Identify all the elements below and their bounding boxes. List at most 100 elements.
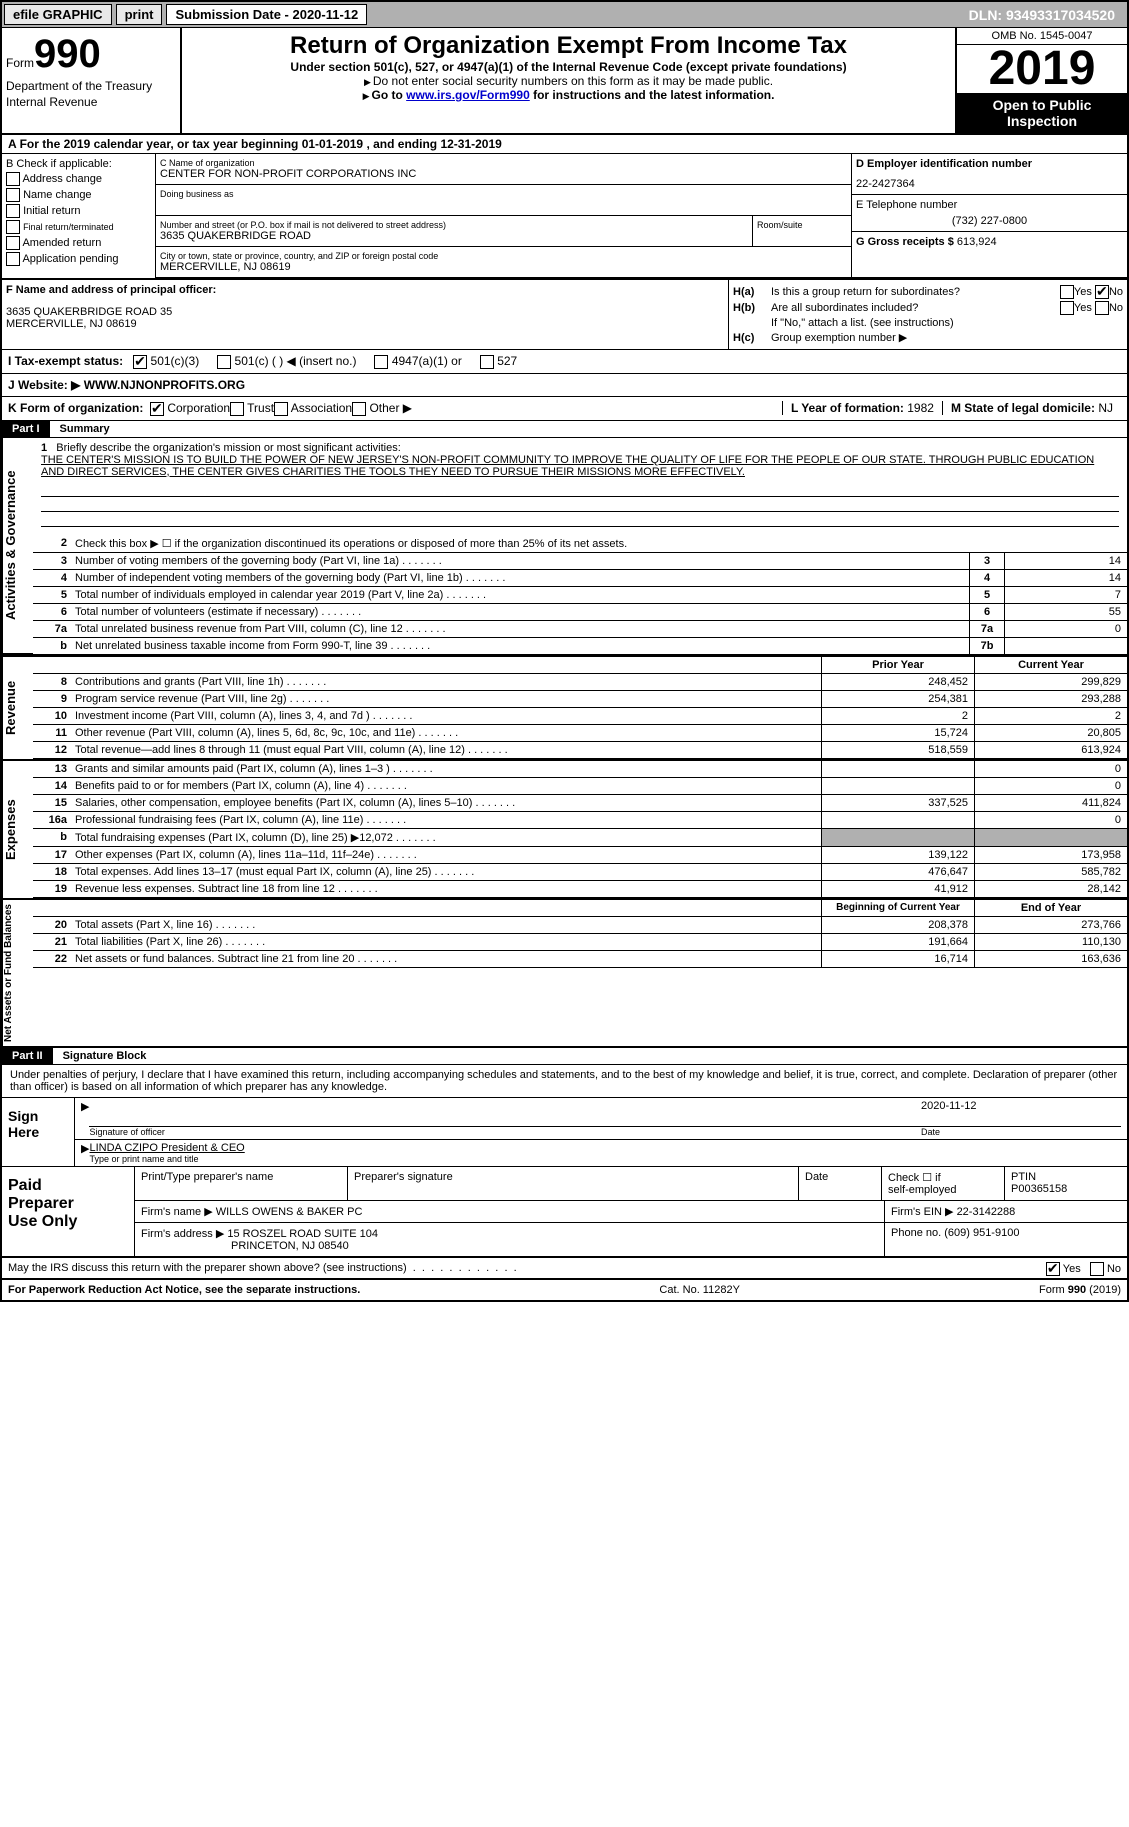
form-label: Form <box>6 56 34 70</box>
line-desc: Other revenue (Part VIII, column (A), li… <box>71 725 821 741</box>
line-desc: Total unrelated business revenue from Pa… <box>71 621 969 637</box>
ha-yes: Yes <box>1074 286 1092 298</box>
paperwork-notice: For Paperwork Reduction Act Notice, see … <box>8 1284 360 1296</box>
checkbox-hb-no[interactable] <box>1095 301 1109 315</box>
gov-line: 6Total number of volunteers (estimate if… <box>33 604 1127 621</box>
checkbox-527[interactable] <box>480 355 494 369</box>
checkbox-ha-yes[interactable] <box>1060 285 1074 299</box>
gov-line: 4Number of independent voting members of… <box>33 570 1127 587</box>
firm-name-label: Firm's name ▶ <box>141 1206 213 1218</box>
form-org-row: K Form of organization: Corporation Trus… <box>2 397 1127 421</box>
current-value: 613,924 <box>974 742 1127 758</box>
prior-year-header: Prior Year <box>821 657 974 673</box>
sign-label-2: Here <box>8 1124 68 1140</box>
line-desc: Other expenses (Part IX, column (A), lin… <box>71 847 821 863</box>
identification-block: B Check if applicable: Address change Na… <box>2 154 1127 280</box>
discuss-yes: Yes <box>1063 1263 1081 1275</box>
form-subtitle-1: Under section 501(c), 527, or 4947(a)(1)… <box>186 60 951 74</box>
blank-line <box>41 482 1119 497</box>
vtab-expenses: Expenses <box>2 761 33 898</box>
data-line: 9Program service revenue (Part VIII, lin… <box>33 691 1127 708</box>
state-domicile-value: NJ <box>1098 401 1113 415</box>
checkbox-discuss-no[interactable] <box>1090 1262 1104 1276</box>
line-boxnum: 6 <box>969 604 1004 620</box>
cat-no: Cat. No. 11282Y <box>659 1284 740 1296</box>
checkbox-4947[interactable] <box>374 355 388 369</box>
line-num: 13 <box>33 761 71 777</box>
data-line: 10Investment income (Part VIII, column (… <box>33 708 1127 725</box>
current-value: 110,130 <box>974 934 1127 950</box>
period-text2: , and ending <box>366 137 440 151</box>
part1-pill: Part I <box>2 421 50 437</box>
data-line: 17Other expenses (Part IX, column (A), l… <box>33 847 1127 864</box>
footer-form-a: Form <box>1039 1284 1068 1296</box>
line-desc: Investment income (Part VIII, column (A)… <box>71 708 821 724</box>
checkbox-name-change[interactable] <box>6 188 20 202</box>
checkbox-amended[interactable] <box>6 236 20 250</box>
signature-warning: Under penalties of perjury, I declare th… <box>2 1065 1127 1098</box>
irs-link[interactable]: www.irs.gov/Form990 <box>406 88 530 102</box>
line-desc: Contributions and grants (Part VIII, lin… <box>71 674 821 690</box>
ha-text: Is this a group return for subordinates? <box>771 286 1060 298</box>
goto-prefix: Go to <box>371 88 406 102</box>
efile-button[interactable]: efile GRAPHIC <box>4 4 112 25</box>
year-formation-value: 1982 <box>907 401 934 415</box>
part1-header: Part I Summary <box>2 421 1127 438</box>
line-desc: Salaries, other compensation, employee b… <box>71 795 821 811</box>
vtab-net-assets: Net Assets or Fund Balances <box>2 900 33 1046</box>
prep-name-header: Print/Type preparer's name <box>135 1167 348 1200</box>
line-num: 8 <box>33 674 71 690</box>
checkbox-hb-yes[interactable] <box>1060 301 1074 315</box>
officer-name-value: LINDA CZIPO President & CEO <box>89 1142 1121 1154</box>
vtab-governance: Activities & Governance <box>2 438 33 655</box>
end-year-header: End of Year <box>974 900 1127 916</box>
checkbox-other[interactable] <box>352 402 366 416</box>
open-public-1: Open to Public <box>959 97 1125 113</box>
data-line: bTotal fundraising expenses (Part IX, co… <box>33 829 1127 847</box>
website-label: J Website: ▶ <box>8 378 80 392</box>
header-left: Form990 Department of the Treasury Inter… <box>2 28 182 133</box>
checkbox-ha-no[interactable] <box>1095 285 1109 299</box>
officer-name-label: Type or print name and title <box>89 1154 1121 1164</box>
line-num: 7a <box>33 621 71 637</box>
sign-here-block: Sign Here 2020-11-12 Signature of office… <box>2 1098 1127 1167</box>
line-boxnum: 7a <box>969 621 1004 637</box>
line-num: b <box>33 829 71 846</box>
checkbox-501c3[interactable] <box>133 355 147 369</box>
prior-value: 208,378 <box>821 917 974 933</box>
line-num: 5 <box>33 587 71 603</box>
prep-date-header: Date <box>799 1167 882 1200</box>
prior-value <box>821 829 974 846</box>
status-label: I Tax-exempt status: <box>8 354 123 368</box>
phone-label: E Telephone number <box>856 199 1123 211</box>
checkbox-discuss-yes[interactable] <box>1046 1262 1060 1276</box>
blank-line <box>41 512 1119 527</box>
bottom-row: For Paperwork Reduction Act Notice, see … <box>2 1280 1127 1300</box>
checkbox-trust[interactable] <box>230 402 244 416</box>
gov-line: 5Total number of individuals employed in… <box>33 587 1127 604</box>
line-value <box>1004 638 1127 654</box>
street-label: Number and street (or P.O. box if mail i… <box>160 220 748 230</box>
print-button[interactable]: print <box>116 4 163 25</box>
ptin-header: PTIN <box>1011 1171 1121 1183</box>
checkbox-pending[interactable] <box>6 252 20 266</box>
checkbox-address-change[interactable] <box>6 172 20 186</box>
hb-text: Are all subordinates included? <box>771 302 1060 314</box>
dept-irs: Internal Revenue <box>6 95 176 109</box>
open-public-2: Inspection <box>959 113 1125 129</box>
prior-value: 2 <box>821 708 974 724</box>
blank-line <box>41 497 1119 512</box>
tax-status-row: I Tax-exempt status: 501(c)(3) 501(c) ( … <box>2 350 1127 374</box>
prior-value: 16,714 <box>821 951 974 967</box>
line-num: 16a <box>33 812 71 828</box>
checkbox-final-return[interactable] <box>6 220 20 234</box>
current-value <box>974 829 1127 846</box>
checkbox-initial-return[interactable] <box>6 204 20 218</box>
checkbox-corporation[interactable] <box>150 402 164 416</box>
prior-value <box>821 761 974 777</box>
period-text1: For the 2019 calendar year, or tax year … <box>20 137 302 151</box>
checkbox-association[interactable] <box>274 402 288 416</box>
rev-header-row: Prior Year Current Year <box>33 657 1127 674</box>
checkbox-501c[interactable] <box>217 355 231 369</box>
hb-note: If "No," attach a list. (see instruction… <box>771 317 954 329</box>
